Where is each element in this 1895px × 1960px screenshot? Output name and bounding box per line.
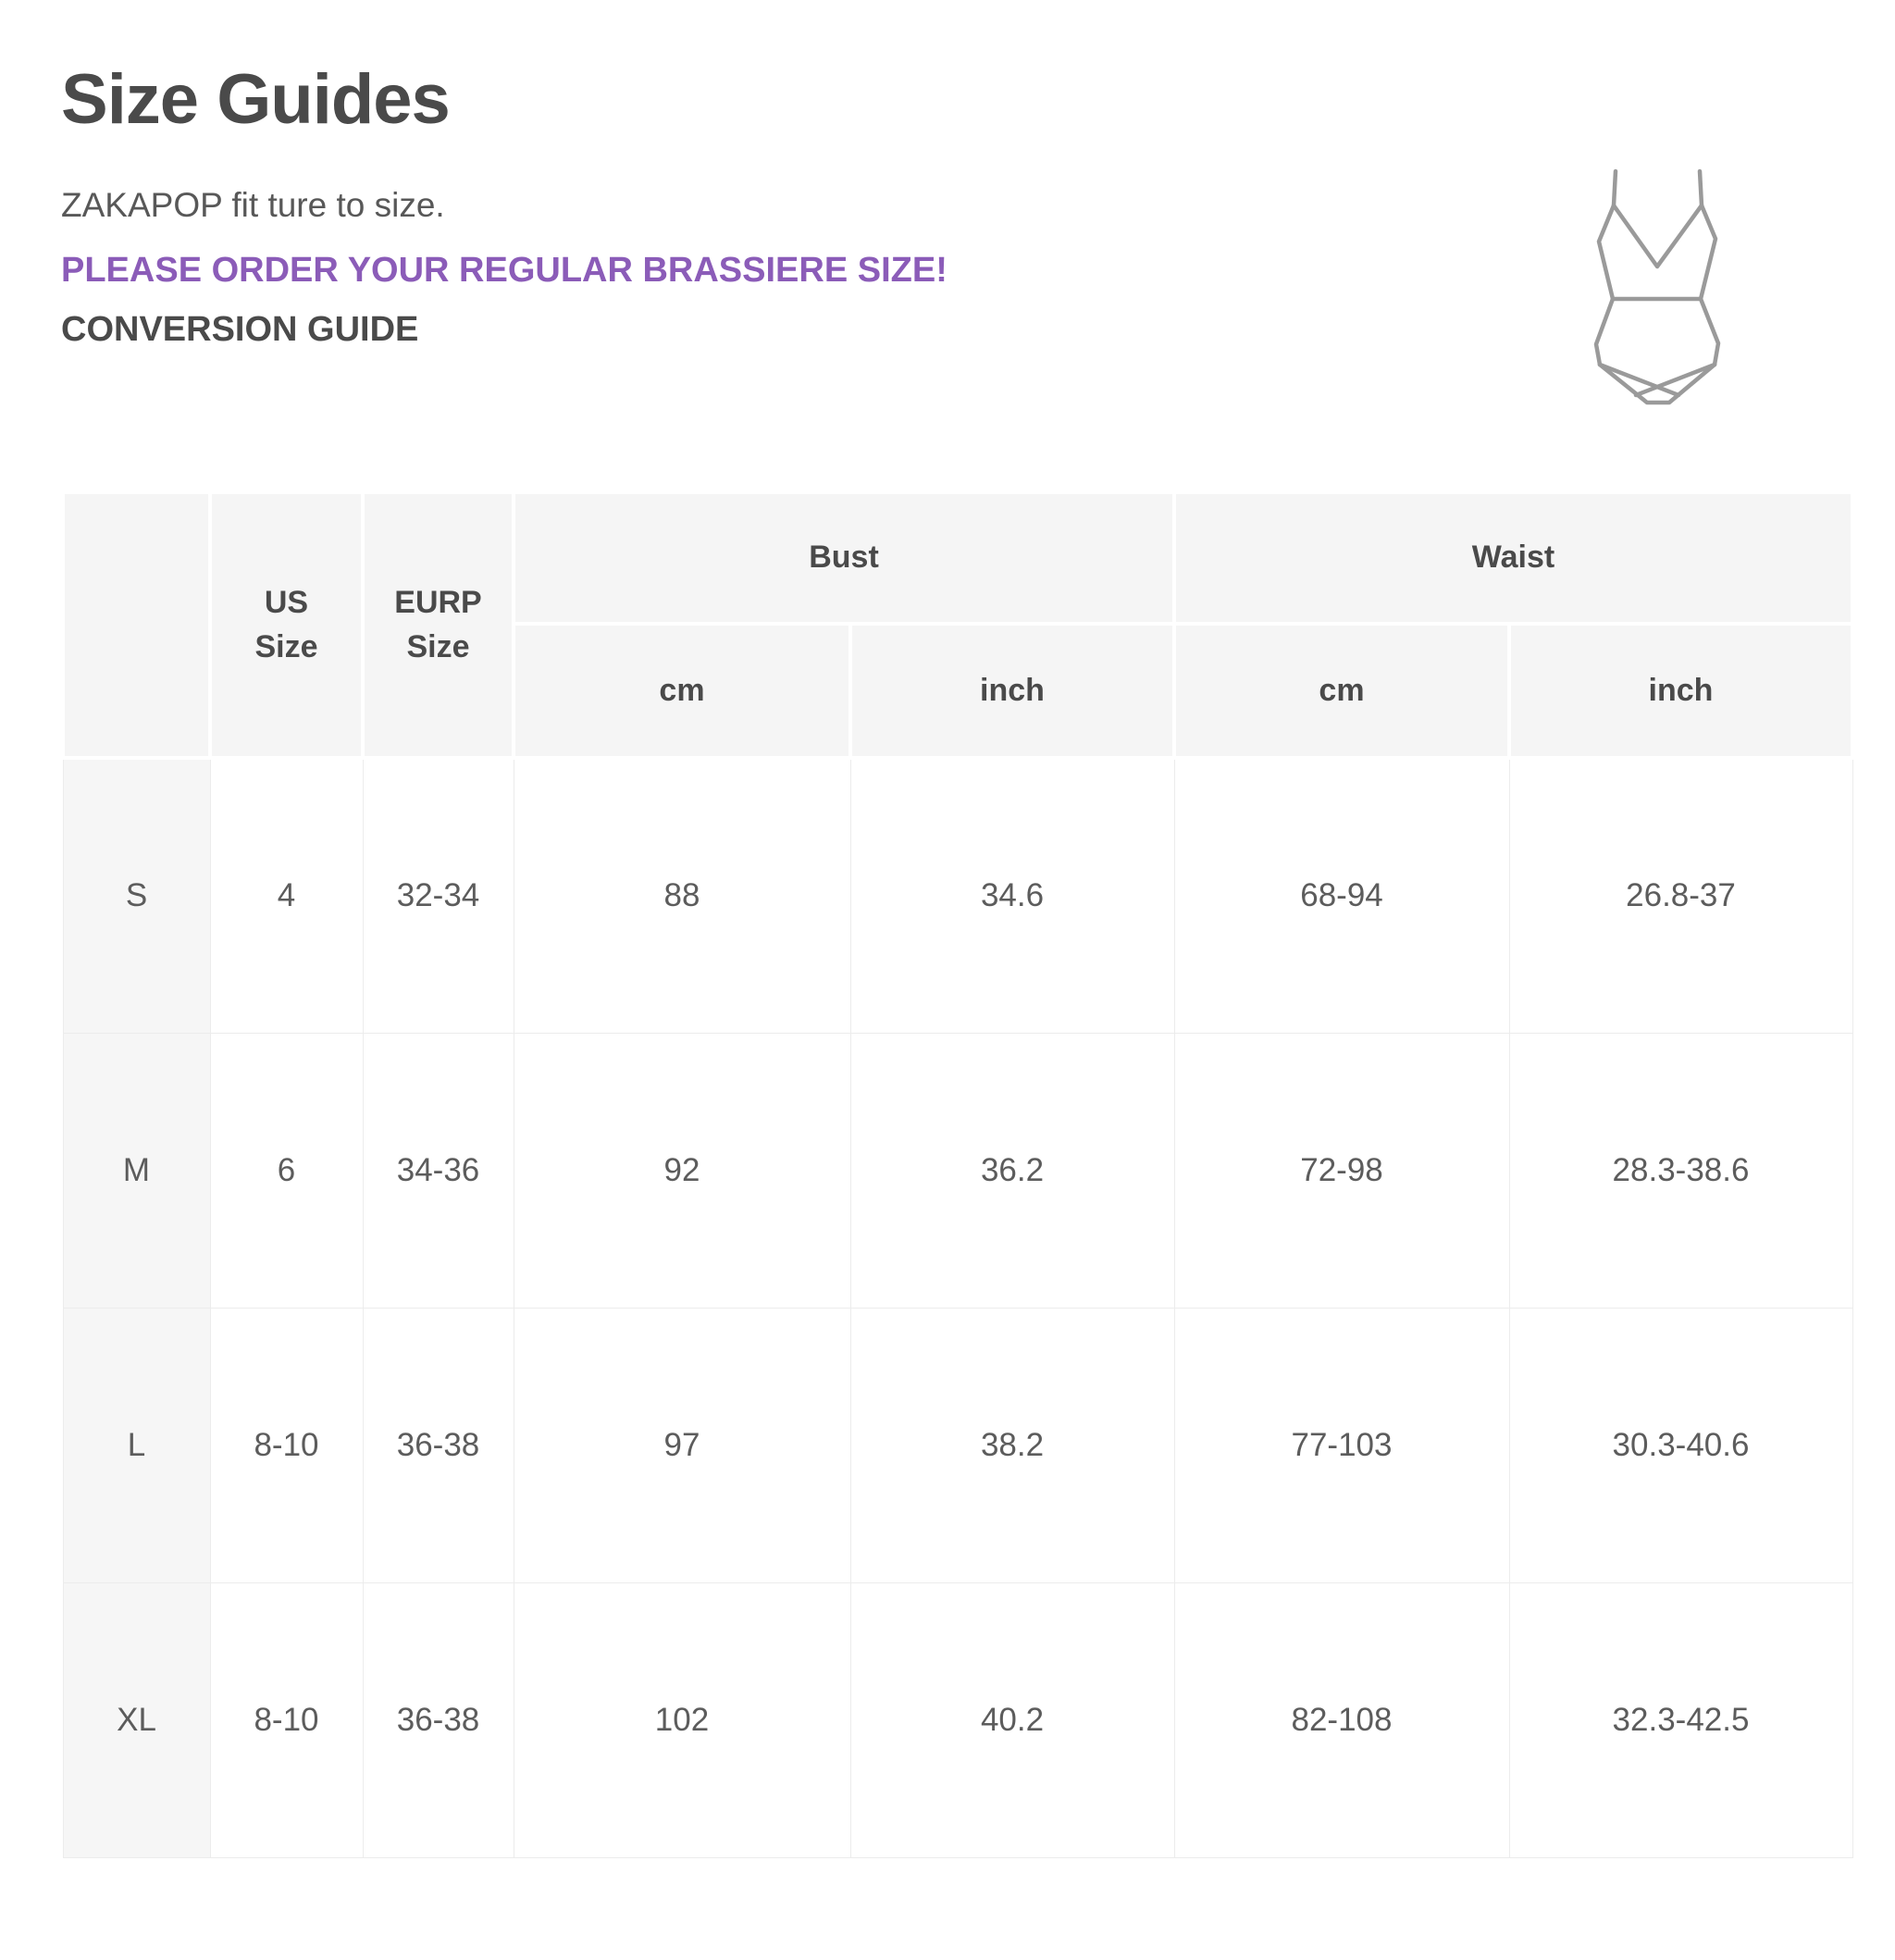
us-size-cell: 4 [209,757,364,1034]
us-size-cell: 8-10 [209,1307,364,1583]
bust-inch-cell: 36.2 [849,1032,1175,1309]
bust-cm-cell: 102 [513,1582,851,1858]
bust-header-cell: Bust [512,490,1176,626]
bust-cm-header-cell: cm [512,622,852,760]
corner-header-cell [61,490,212,760]
bust-inch-cell: 34.6 [849,757,1175,1034]
waist-inch-header-cell: inch [1506,622,1855,760]
waist-inch-cell: 32.3-42.5 [1508,1582,1853,1858]
eurp-size-cell: 32-34 [362,757,514,1034]
table-row-xl: XL 8-10 36-38 102 40.2 82-108 32.3-42.5 [62,1582,1853,1858]
waist-cm-cell: 68-94 [1173,757,1510,1034]
conversion-guide-label: CONVERSION GUIDE [61,310,419,349]
bust-cm-cell: 92 [513,1032,851,1309]
waist-inch-cell: 26.8-37 [1508,757,1853,1034]
table-row-l: L 8-10 36-38 97 38.2 77-103 30.3-40.6 [62,1307,1853,1583]
size-guide-page: Size Guides ZAKAPOP fit ture to size. PL… [0,65,1895,1960]
waist-cm-cell: 72-98 [1173,1032,1510,1309]
table-row-s: S 4 32-34 88 34.6 68-94 26.8-37 [62,757,1853,1034]
eurp-size-cell: 34-36 [362,1032,514,1309]
us-size-header-cell: US Size [208,490,365,760]
bust-inch-cell: 40.2 [849,1582,1175,1858]
waist-header-cell: Waist [1171,490,1855,626]
waist-inch-cell: 30.3-40.6 [1508,1307,1853,1583]
bust-inch-header-cell: inch [848,622,1176,760]
eurp-size-header-cell: EURP Size [361,490,515,760]
size-label-cell: XL [62,1582,211,1858]
waist-cm-cell: 77-103 [1173,1307,1510,1583]
us-size-cell: 8-10 [209,1582,364,1858]
bust-inch-cell: 38.2 [849,1307,1175,1583]
waist-cm-cell: 82-108 [1173,1582,1510,1858]
page-title: Size Guides [61,60,451,139]
table-header-group-row: US Size EURP Size Bust Waist [61,490,1855,760]
eurp-size-cell: 36-38 [362,1582,514,1858]
fit-note-text: ZAKAPOP fit ture to size. [61,186,445,224]
bust-cm-cell: 97 [513,1307,851,1583]
table-row-m: M 6 34-36 92 36.2 72-98 28.3-38.6 [62,1032,1853,1309]
size-label-cell: M [62,1032,211,1309]
size-conversion-table: US Size EURP Size Bust Waist cm inch cm … [61,490,1855,1858]
swimsuit-icon [1593,168,1721,405]
waist-inch-cell: 28.3-38.6 [1508,1032,1853,1309]
size-label-cell: S [62,757,211,1034]
order-notice-text: PLEASE ORDER YOUR REGULAR BRASSIERE SIZE… [61,251,948,290]
table-header-unit-row: cm inch cm inch [63,622,1855,760]
eurp-size-cell: 36-38 [362,1307,514,1583]
us-size-cell: 6 [209,1032,364,1309]
size-label-cell: L [62,1307,211,1583]
bust-cm-cell: 88 [513,757,851,1034]
waist-cm-header-cell: cm [1172,622,1511,760]
